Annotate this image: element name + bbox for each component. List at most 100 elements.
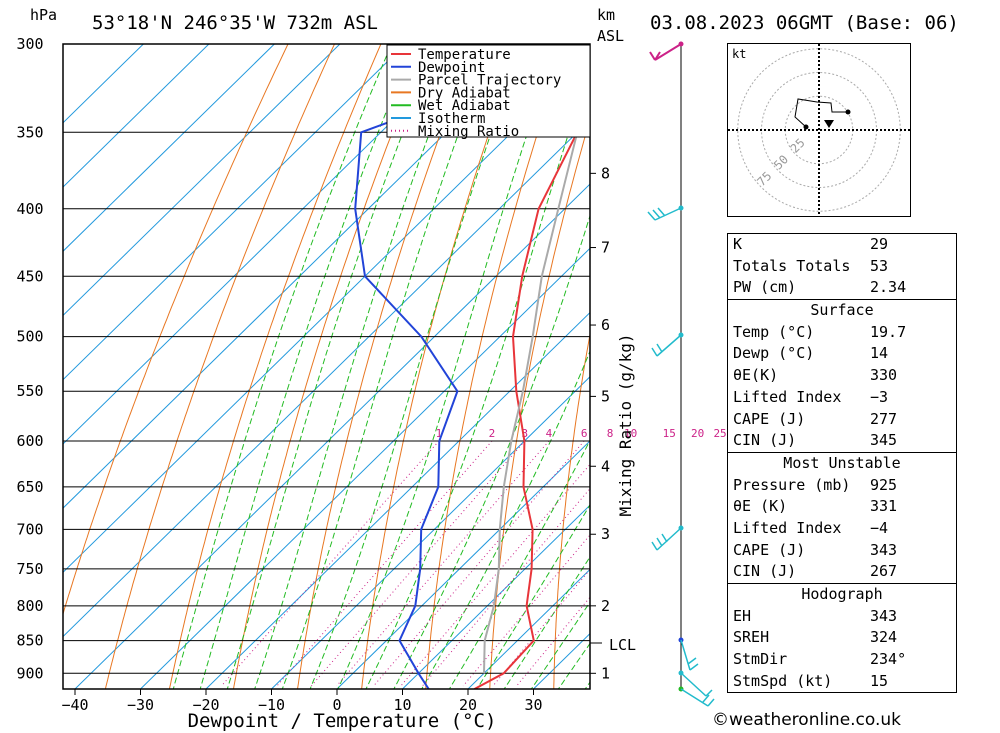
plot-frame: [62, 43, 591, 690]
lcl-label: LCL: [609, 636, 636, 654]
most-unstable-row: CIN (J) 267: [728, 561, 956, 583]
km-tick-label: 7: [601, 239, 610, 257]
hodograph-trace: [794, 98, 848, 128]
isotherm-line: [63, 44, 210, 188]
index-label: Totals Totals: [733, 256, 851, 275]
x-tick-label: −40: [61, 696, 88, 714]
wet-adiabat-line: [530, 601, 590, 689]
isotherm-line: [336, 440, 590, 689]
surface-value: 14: [870, 344, 889, 363]
pressure-tick-label: 300: [16, 35, 43, 53]
hodograph-index-row: StmSpd (kt) 15: [728, 671, 956, 693]
most-unstable-value: 343: [870, 540, 898, 559]
wind-barb-icon: [649, 43, 682, 61]
km-tick-label: 4: [601, 457, 610, 475]
most-unstable-value: 267: [870, 562, 898, 581]
mixing-ratio-line: [373, 440, 585, 687]
hodograph-index-value: 234°: [870, 650, 907, 669]
mixing-ratio-tick-label: 8: [607, 427, 614, 440]
most-unstable-label: θE (K): [733, 497, 788, 516]
surface-value: −3: [870, 387, 889, 406]
surface-label: θE(K): [733, 366, 779, 385]
index-value: 2.34: [870, 278, 907, 297]
index-value: 29: [870, 235, 889, 253]
x-tick-label: −10: [258, 696, 285, 714]
wet-adiabat-line: [365, 65, 590, 689]
most-unstable-label: CAPE (J): [733, 540, 806, 559]
hodograph-index-value: 15: [870, 671, 889, 690]
km-tick-label: 3: [601, 525, 610, 543]
storm-motion-icon: [824, 120, 834, 128]
indices-panel: K 29 Totals Totals 53 PW (cm) 2.34 Surface Te…: [727, 233, 957, 694]
x-axis-label: Dewpoint / Temperature (°C): [188, 710, 497, 732]
most-unstable-label: Pressure (mb): [733, 475, 851, 494]
most-unstable-title: Most Unstable: [783, 453, 901, 472]
wet-adiabat-line: [281, 44, 493, 689]
dry-adiabat-line: [168, 44, 382, 689]
surface-row: Temp (°C) 19.7: [728, 322, 956, 344]
mixing-ratio-tick-label: 2: [489, 427, 496, 440]
wet-adiabat-line: [448, 439, 590, 689]
hodograph-index-row: EH 343: [728, 606, 956, 628]
dewpoint-line: [354, 47, 590, 689]
pressure-tick-label: 750: [16, 560, 43, 578]
copyright[interactable]: ©weatheronline.co.uk: [712, 710, 902, 730]
surface-title: Surface: [810, 301, 874, 320]
background-lines: [63, 44, 590, 689]
pressure-tick-label: 600: [16, 432, 43, 450]
hodograph-index-value: 343: [870, 606, 898, 625]
mixing-ratio-line: [276, 440, 493, 687]
pressure-tick-label: 350: [16, 123, 43, 141]
surface-row: CIN (J) 345: [728, 430, 956, 452]
isotherm-line: [63, 44, 406, 381]
wind-barb-icon: [680, 639, 699, 671]
pressure-tick-label: 450: [16, 267, 43, 285]
hodograph-index-row: SREH 324: [728, 627, 956, 649]
pressure-tick-label: 400: [16, 200, 43, 218]
dry-adiabat-line: [63, 44, 289, 616]
legend-label: Isotherm: [418, 111, 485, 127]
isotherm-line: [467, 568, 590, 689]
units-asl: ASL: [597, 27, 624, 45]
most-unstable-value: −4: [870, 518, 889, 537]
mixing-ratio-tick-label: 10: [624, 427, 637, 440]
mixing-ratio-line: [400, 463, 590, 687]
dry-adiabat-line: [104, 44, 335, 689]
x-tick-label: −20: [192, 696, 219, 714]
most-unstable-value: 925: [870, 475, 898, 494]
surface-label: CAPE (J): [733, 409, 806, 428]
wind-barb-icon: [647, 207, 682, 221]
legend-label: Wet Adiabat: [418, 98, 511, 114]
mixing-ratio-line: [462, 534, 590, 687]
temperature-line: [474, 114, 590, 689]
mixing-ratio-tick-label: 4: [546, 427, 553, 440]
legend-label: Dewpoint: [418, 60, 485, 76]
most-unstable-row: CAPE (J) 343: [728, 540, 956, 562]
surface-section: Surface Temp (°C) 19.7 Dewp (°C) 14 θE(K) 330…: [728, 299, 956, 452]
mixing-ratio-labels: 1 2 3 4 6 8 10 15 20 25: [436, 427, 727, 440]
wind-barb-icon: [651, 527, 682, 551]
pressure-tick-label: 800: [16, 597, 43, 615]
dry-adiabat-line: [425, 44, 567, 689]
pressure-tick-label: 550: [16, 382, 43, 400]
hodograph-panel: kt 25 50 75: [727, 43, 911, 217]
surface-row: Lifted Index −3: [728, 387, 956, 409]
isotherm-line: [63, 44, 275, 252]
x-tick-label: 0: [332, 696, 341, 714]
dry-adiabat-line: [297, 44, 475, 689]
series-lines: [354, 47, 590, 689]
x-tick-label: 30: [524, 696, 542, 714]
pressure-tick-label: 700: [16, 520, 43, 538]
wet-adiabat-line: [421, 350, 590, 689]
isotherm-line: [74, 183, 590, 689]
isotherm-line: [63, 44, 472, 445]
index-label: PW (cm): [733, 278, 797, 297]
pressure-tick-label: 500: [16, 328, 43, 346]
km-tick-label: 1: [601, 664, 610, 682]
wind-barb-icon: [680, 688, 715, 707]
wet-adiabat-line: [226, 44, 439, 689]
isotherm-line: [63, 44, 341, 317]
x-tick-label: 20: [459, 696, 477, 714]
